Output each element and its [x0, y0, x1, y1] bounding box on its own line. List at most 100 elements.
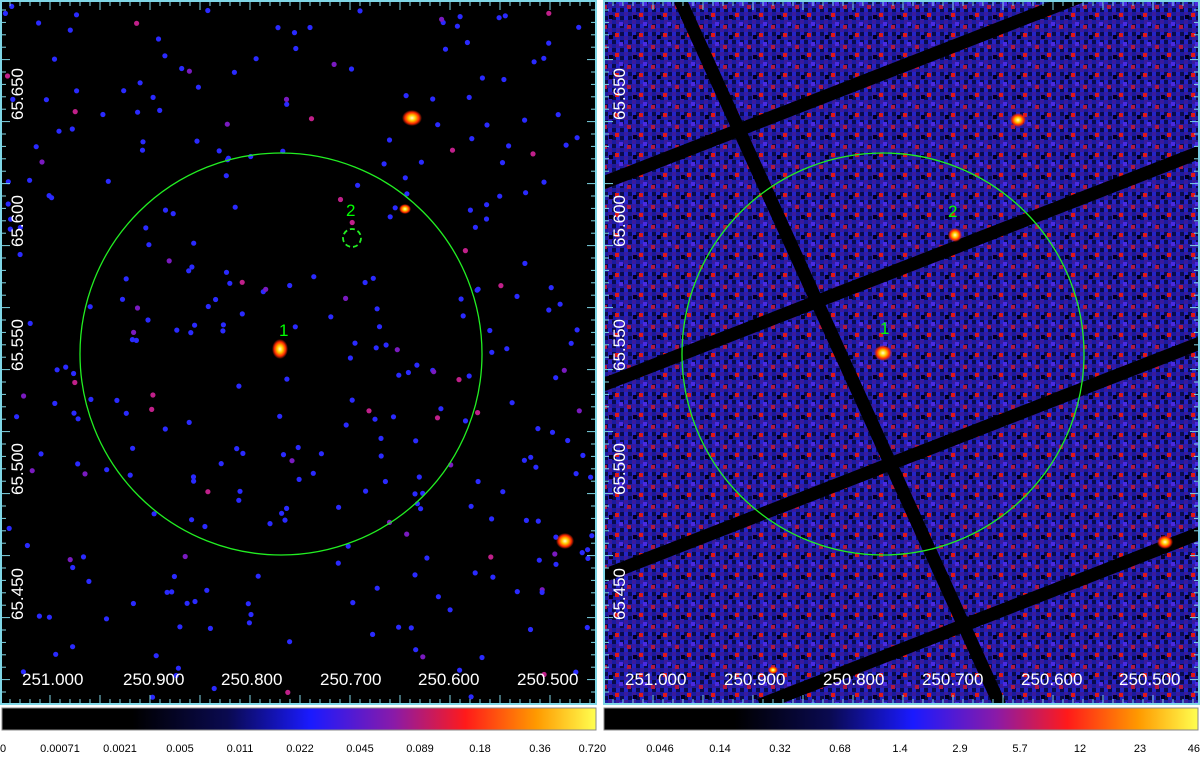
- right-source-1-blob: [874, 345, 892, 361]
- photon-event: [457, 14, 463, 20]
- photon-event: [223, 173, 229, 179]
- photon-event: [103, 616, 110, 622]
- left-ra-tick: 251.000: [22, 670, 83, 689]
- photon-event: [474, 287, 480, 293]
- left-source-1-label: 1: [279, 321, 288, 340]
- photon-event: [224, 121, 230, 127]
- photon-event: [506, 143, 512, 149]
- photon-event: [82, 471, 88, 477]
- photon-event: [231, 69, 237, 75]
- photon-event: [489, 516, 495, 522]
- left-source-2-region: [342, 228, 362, 248]
- colorbar-label: 0.14: [709, 743, 730, 755]
- photon-event: [285, 689, 291, 696]
- photon-event: [337, 196, 344, 203]
- photon-event: [418, 159, 424, 165]
- photon-event: [439, 16, 445, 22]
- photon-event: [363, 488, 369, 494]
- photon-event: [502, 13, 508, 19]
- photon-event: [546, 40, 552, 46]
- photon-event: [475, 410, 481, 416]
- photon-event: [349, 397, 355, 403]
- photon-event: [573, 471, 579, 477]
- photon-event: [523, 190, 529, 196]
- colorbar-label: 0.046: [646, 743, 674, 755]
- photon-event: [133, 337, 139, 343]
- photon-event: [232, 204, 238, 210]
- photon-event: [372, 416, 378, 422]
- left-dec-tick: 65.500: [8, 443, 27, 495]
- photon-event: [63, 364, 69, 370]
- left-photon-events: [2, 3, 595, 700]
- left-image-background: [0, 0, 597, 705]
- right-ra-tick: 250.500: [1119, 670, 1180, 689]
- photon-event: [464, 39, 470, 46]
- right-ra-tick: 250.800: [823, 670, 884, 689]
- photon-event: [541, 55, 547, 61]
- photon-event: [51, 56, 58, 62]
- photon-event: [387, 214, 393, 220]
- photon-event: [145, 317, 151, 323]
- photon-event: [352, 340, 358, 346]
- right-ra-tick: 250.900: [724, 670, 785, 689]
- photon-event: [218, 461, 224, 467]
- photon-event: [137, 80, 143, 86]
- photon-event: [135, 109, 141, 115]
- photon-event: [414, 362, 420, 368]
- photon-event: [466, 94, 472, 100]
- photon-event: [435, 122, 441, 128]
- left-bright-source-se: [556, 533, 574, 549]
- photon-event: [140, 139, 146, 145]
- photon-event: [293, 45, 299, 52]
- photon-event: [484, 202, 490, 208]
- photon-event: [500, 489, 506, 495]
- photon-event: [308, 116, 315, 122]
- photon-event: [574, 327, 580, 333]
- photon-event: [489, 349, 495, 355]
- right-ra-tick: 251.000: [625, 670, 686, 689]
- photon-event: [211, 685, 217, 692]
- photon-event: [54, 367, 60, 373]
- photon-event: [522, 117, 528, 123]
- photon-event: [223, 269, 230, 275]
- photon-event: [552, 551, 558, 557]
- photon-event: [4, 73, 11, 79]
- colorbar-label: 12: [1074, 743, 1086, 755]
- left-dec-tick: 65.650: [8, 68, 27, 120]
- photon-event: [504, 346, 510, 352]
- photon-event: [394, 347, 400, 353]
- photon-event: [331, 61, 337, 67]
- photon-event: [139, 147, 146, 153]
- photon-event: [134, 20, 140, 26]
- photon-event: [374, 306, 380, 312]
- colorbar-label: 0.72: [579, 743, 600, 755]
- photon-event: [287, 639, 293, 645]
- chip-gap: [757, 526, 1200, 705]
- colorbar-label: 2.9: [952, 743, 967, 755]
- photon-event: [245, 601, 251, 607]
- photon-event: [284, 505, 290, 511]
- photon-event: [416, 474, 422, 480]
- photon-event: [236, 497, 242, 503]
- photon-event: [366, 408, 372, 414]
- photon-event: [70, 644, 76, 650]
- photon-event: [7, 226, 13, 232]
- photon-event: [462, 418, 469, 424]
- photon-event: [311, 274, 317, 280]
- photon-event: [546, 307, 552, 313]
- photon-event: [174, 327, 180, 333]
- photon-event: [383, 342, 389, 348]
- photon-event: [29, 468, 35, 474]
- right-frame-ticks: [605, 2, 1198, 705]
- photon-event: [53, 651, 59, 657]
- photon-event: [405, 369, 411, 376]
- photon-event: [6, 525, 12, 532]
- left-ra-tick: 250.500: [517, 670, 578, 689]
- photon-event: [121, 88, 127, 94]
- photon-event: [549, 429, 556, 435]
- left-ra-tick: 250.900: [123, 670, 184, 689]
- photon-event: [282, 517, 288, 523]
- photon-event: [146, 242, 152, 248]
- right-dec-tick: 65.650: [610, 68, 629, 120]
- photon-event: [343, 295, 349, 301]
